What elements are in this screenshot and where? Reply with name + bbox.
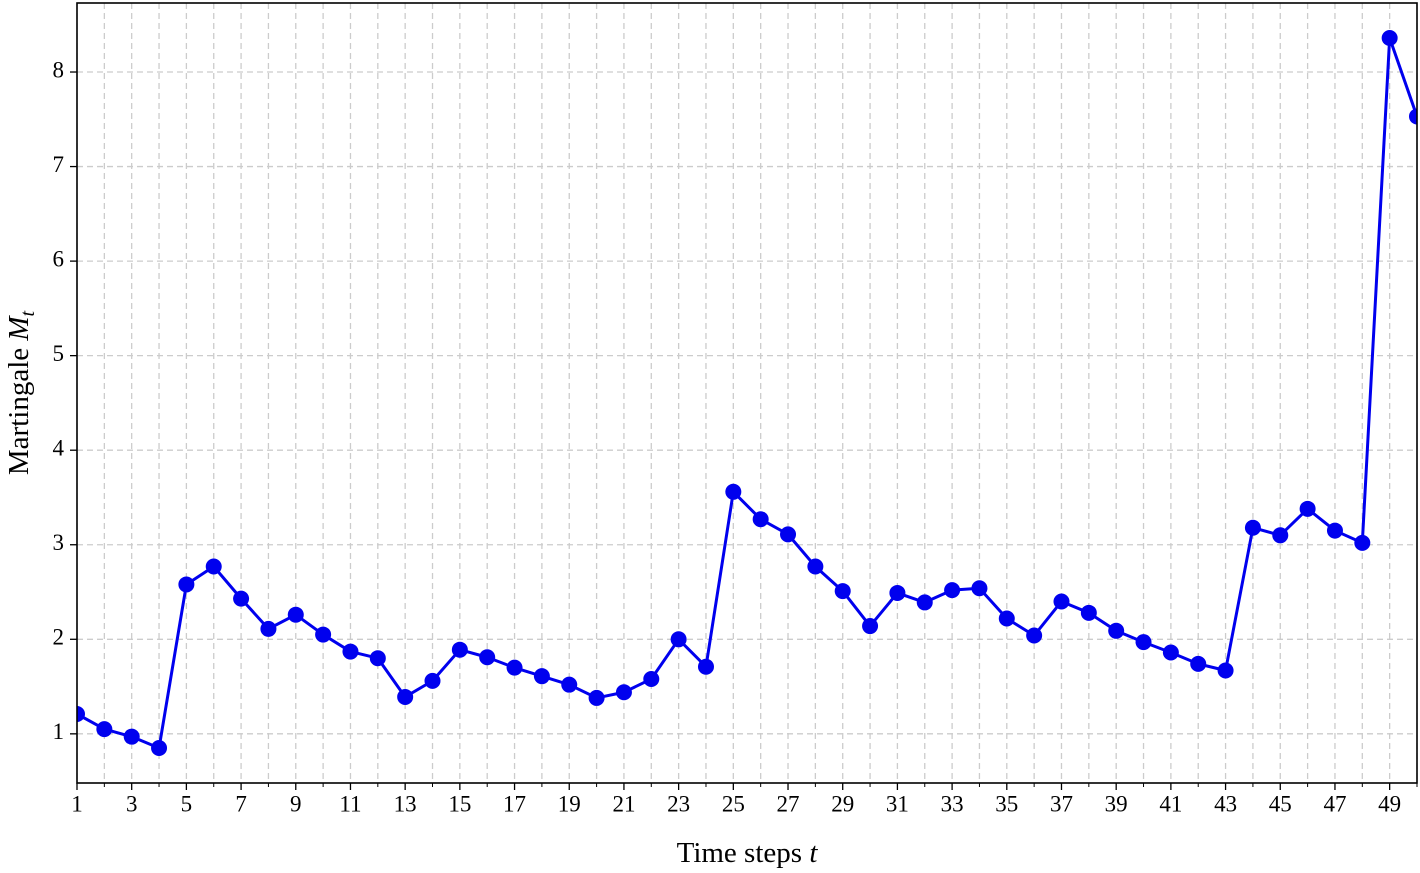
x-tick-label: 33 xyxy=(941,791,964,816)
x-tick-label: 43 xyxy=(1214,791,1237,816)
data-point xyxy=(889,584,906,601)
y-tick-label: 4 xyxy=(53,435,65,460)
x-tick-label: 41 xyxy=(1159,791,1182,816)
data-point xyxy=(479,649,496,666)
x-tick-label: 19 xyxy=(558,791,581,816)
y-label-var: M xyxy=(3,315,35,342)
data-point xyxy=(697,658,714,675)
data-line xyxy=(77,36,1417,750)
x-tick-label: 7 xyxy=(235,791,247,816)
x-tick-label: 25 xyxy=(722,791,745,816)
data-point xyxy=(151,740,168,757)
data-point xyxy=(315,626,332,643)
data-point xyxy=(1108,622,1125,639)
x-tick-label: 17 xyxy=(503,791,526,816)
x-label-text: Time steps xyxy=(677,837,802,869)
x-tick-label: 37 xyxy=(1050,791,1073,816)
data-point xyxy=(807,558,824,575)
y-label-sub: t xyxy=(17,310,39,316)
data-point xyxy=(1244,519,1261,536)
x-tick-label: 47 xyxy=(1323,791,1346,816)
data-point xyxy=(1326,522,1343,539)
plot-frame xyxy=(76,2,1418,784)
data-point xyxy=(862,618,879,635)
y-tick-label: 5 xyxy=(53,341,65,366)
data-point xyxy=(123,728,140,745)
x-tick-label: 35 xyxy=(995,791,1018,816)
x-tick-label: 31 xyxy=(886,791,909,816)
x-tick-label: 1 xyxy=(71,791,83,816)
x-tick-label: 9 xyxy=(290,791,302,816)
data-point xyxy=(998,610,1015,627)
data-point xyxy=(1217,662,1234,679)
data-point xyxy=(77,705,85,722)
x-label-var: t xyxy=(809,837,818,869)
x-tick-label: 11 xyxy=(339,791,361,816)
x-tick-label: 29 xyxy=(831,791,854,816)
data-point xyxy=(561,676,578,693)
data-point xyxy=(451,641,468,658)
x-tick-label: 27 xyxy=(777,791,800,816)
data-point xyxy=(287,606,304,623)
y-tick-label: 7 xyxy=(53,152,65,177)
x-tick-label: 3 xyxy=(126,791,138,816)
data-point xyxy=(1162,644,1179,661)
data-point xyxy=(424,672,441,689)
data-point xyxy=(916,594,933,611)
data-point xyxy=(670,631,687,648)
x-tick-label: 39 xyxy=(1105,791,1128,816)
x-tick-label: 45 xyxy=(1269,791,1292,816)
data-point xyxy=(780,526,797,543)
data-point xyxy=(971,580,988,597)
data-point xyxy=(1381,29,1398,46)
data-point xyxy=(643,671,660,687)
data-point xyxy=(506,659,523,676)
data-point xyxy=(96,721,113,738)
y-tick-label: 2 xyxy=(53,625,65,650)
data-point xyxy=(342,643,359,660)
y-tick-label: 6 xyxy=(53,246,65,271)
x-tick-label: 49 xyxy=(1378,791,1401,816)
x-tick-label: 13 xyxy=(394,791,417,816)
data-point xyxy=(752,511,769,528)
data-point xyxy=(397,688,414,705)
data-point xyxy=(1026,627,1043,644)
data-point xyxy=(1299,500,1316,517)
data-point xyxy=(233,590,250,607)
y-axis-label: Martingale Mt xyxy=(3,310,39,475)
data-point xyxy=(533,668,550,685)
x-axis-label: Time steps t xyxy=(677,837,819,869)
data-point xyxy=(205,558,222,575)
data-point xyxy=(588,689,605,706)
x-tick-label: 23 xyxy=(667,791,690,816)
data-point xyxy=(1135,634,1152,651)
data-point xyxy=(1190,655,1207,672)
data-point xyxy=(944,582,961,599)
x-tick-label: 5 xyxy=(181,791,193,816)
data-point xyxy=(260,620,277,637)
y-tick-label: 1 xyxy=(53,719,65,744)
data-point xyxy=(615,684,632,701)
data-point xyxy=(1272,527,1289,544)
y-tick-label: 3 xyxy=(53,530,65,555)
x-tick-label: 15 xyxy=(448,791,471,816)
data-point xyxy=(1354,534,1371,551)
data-point xyxy=(1409,108,1417,125)
data-point xyxy=(1080,604,1097,621)
x-tick-label: 21 xyxy=(612,791,635,816)
data-point xyxy=(725,483,742,500)
data-point xyxy=(834,583,851,600)
data-point xyxy=(178,576,195,593)
data-point xyxy=(369,650,386,667)
y-label-text: Martingale xyxy=(3,348,35,475)
y-tick-label: 8 xyxy=(53,57,65,82)
data-point xyxy=(1053,593,1070,610)
